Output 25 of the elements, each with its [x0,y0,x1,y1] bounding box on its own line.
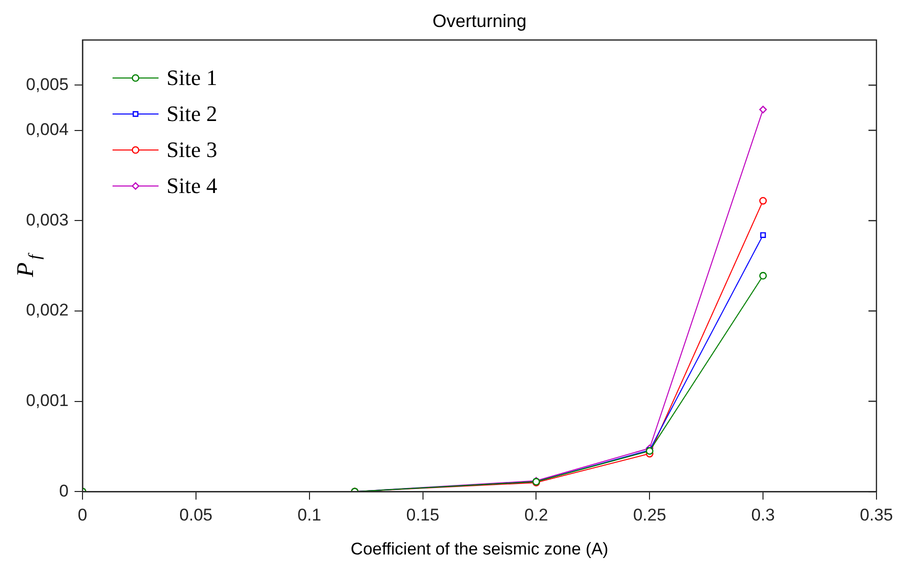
x-tick-label: 0.05 [179,505,213,524]
y-tick-label: 0,005 [26,74,69,94]
x-tick-label: 0.15 [406,505,440,524]
x-tick-label: 0.25 [633,505,666,524]
x-tick-label: 0 [78,505,88,524]
y-tick-label: 0,003 [26,210,69,230]
y-tick-label: 0,001 [26,390,69,410]
point [759,272,767,280]
chart-title: Overturning [432,11,527,31]
legend-label: Site 2 [166,100,218,126]
legend-label: Site 3 [166,136,218,162]
x-tick-label: 0.3 [751,505,775,524]
point [760,232,766,238]
x-axis-title: Coefficient of the seismic zone (A) [350,540,608,559]
x-tick-label: 0.1 [298,505,322,524]
y-tick-label: 0 [59,481,69,500]
x-tick-label: 0.35 [860,505,894,524]
y-tick-label: 0,002 [26,300,69,320]
point [759,106,767,114]
y-tick-label: 0,004 [26,120,69,140]
y-axis-title: Pf [13,252,44,278]
x-tick-label: 0.2 [524,505,548,524]
legend-label: Site 4 [166,172,218,198]
legend-label: Site 1 [166,64,218,90]
point [759,196,767,205]
